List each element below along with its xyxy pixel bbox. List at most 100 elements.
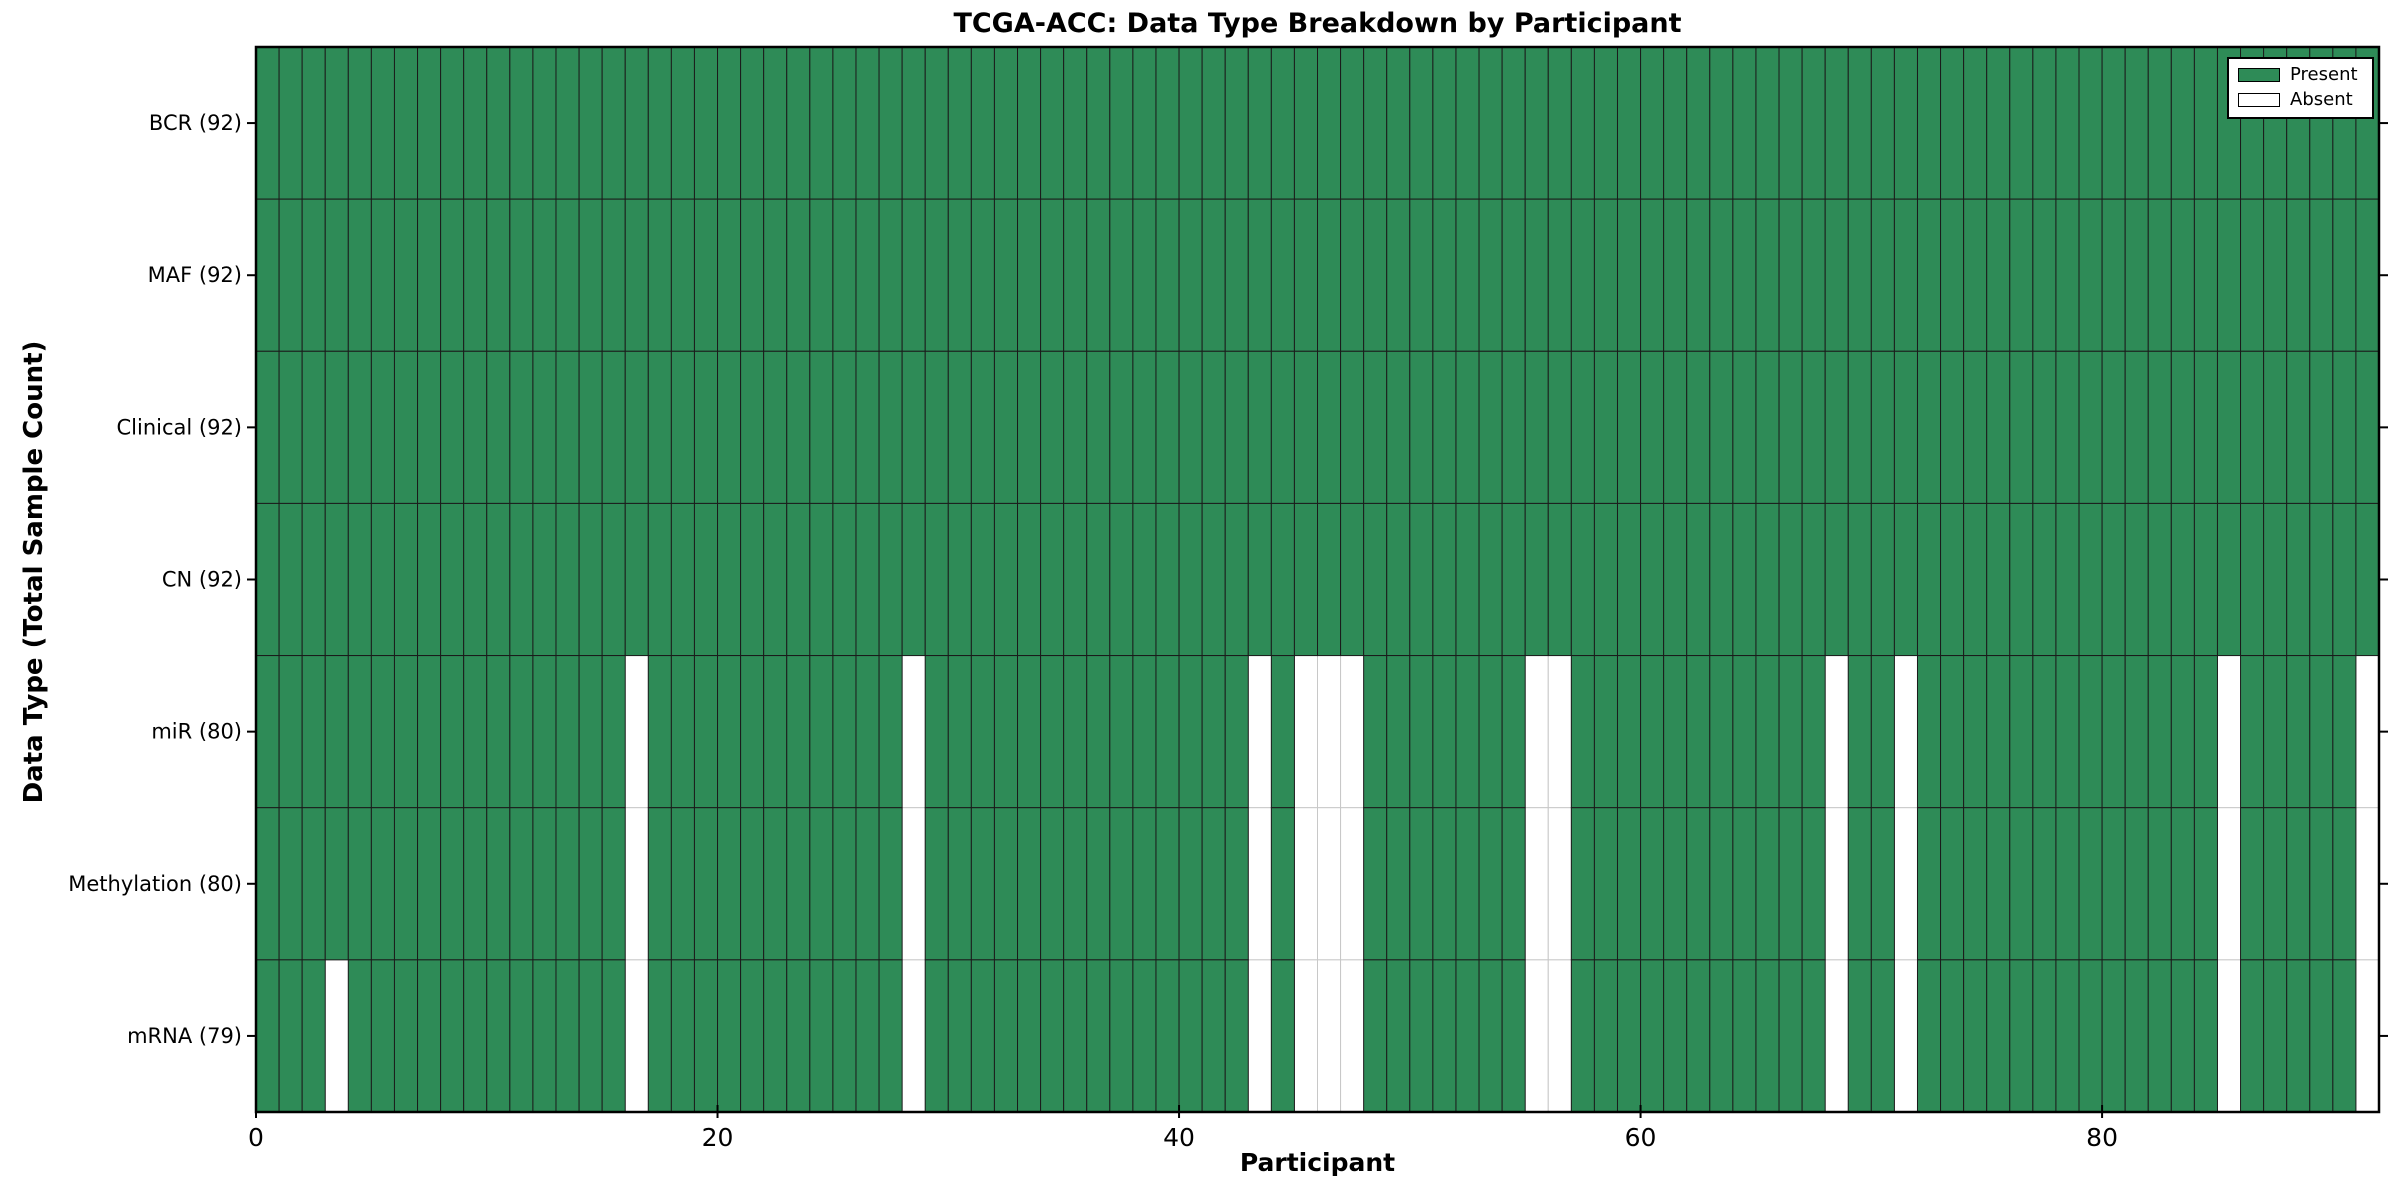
cell-present [347, 46, 372, 200]
cell-present [1963, 198, 1988, 352]
cell-present [947, 502, 972, 657]
cell-present [670, 198, 695, 352]
cell-present [1663, 46, 1688, 200]
cell-present [2193, 198, 2218, 352]
cell-present [878, 350, 903, 504]
cell-present [463, 655, 488, 809]
cell-present [1709, 350, 1734, 504]
cell-present [717, 959, 742, 1113]
cell-present [1063, 502, 1088, 657]
cell-present [1363, 350, 1388, 504]
cell-present [1986, 959, 2011, 1113]
cell-present [1663, 807, 1688, 961]
cell-absent [324, 959, 349, 1113]
legend: Present Absent [2227, 57, 2374, 119]
cell-present [1109, 655, 1134, 809]
cell-present [2216, 502, 2242, 657]
cell-present [509, 502, 534, 657]
cell-present [809, 807, 834, 961]
cell-present [1478, 807, 1503, 961]
cell-present [2170, 655, 2195, 809]
cell-present [670, 655, 695, 809]
cell-present [1017, 655, 1042, 809]
cell-present [1778, 350, 1803, 504]
y-tick-label: MAF (92) [148, 263, 242, 287]
cell-present [555, 655, 580, 809]
cell-present [463, 46, 488, 200]
cell-present [878, 198, 903, 352]
cell-present [2009, 198, 2034, 352]
cell-present [2078, 959, 2103, 1113]
cell-present [717, 350, 742, 504]
cell-present [763, 807, 788, 961]
cell-present [1063, 350, 1088, 504]
cell-present [1640, 959, 1665, 1113]
cell-absent [901, 807, 926, 961]
cell-present [1386, 198, 1411, 352]
cell-present [393, 46, 419, 200]
cell-present [2032, 807, 2057, 961]
cell-present [1270, 502, 1295, 657]
cell-present [1432, 502, 1457, 657]
cell-present [1940, 655, 1965, 809]
cell-present [1386, 807, 1411, 961]
cell-present [1132, 198, 1157, 352]
cell-present [2147, 198, 2172, 352]
cell-present [1870, 46, 1895, 200]
cell-present [1363, 807, 1388, 961]
cell-present [1040, 46, 1065, 200]
cell-present [740, 655, 765, 809]
cell-present [1893, 502, 1918, 657]
cell-present [2170, 350, 2195, 504]
cell-present [2124, 502, 2149, 657]
cell-present [1247, 350, 1272, 504]
cell-present [1755, 807, 1780, 961]
cell-present [1616, 198, 1642, 352]
cell-present [855, 959, 880, 1113]
cell-present [370, 959, 395, 1113]
cell-present [1478, 350, 1503, 504]
cell-present [601, 959, 626, 1113]
cell-present [993, 350, 1019, 504]
y-tick-label: mRNA (79) [127, 1024, 242, 1048]
cell-present [255, 350, 280, 504]
cell-present [1247, 198, 1272, 352]
cell-present [878, 502, 903, 657]
cell-present [1224, 350, 1249, 504]
cell-present [763, 198, 788, 352]
cell-present [440, 350, 465, 504]
cell-present [1940, 502, 1965, 657]
cell-present [278, 807, 303, 961]
cell-present [417, 502, 442, 657]
cell-present [1709, 198, 1734, 352]
cell-present [1916, 807, 1942, 961]
cell-present [1870, 350, 1895, 504]
cell-present [2170, 502, 2195, 657]
cell-present [1063, 959, 1088, 1113]
cell-present [532, 198, 557, 352]
cell-present [2101, 198, 2126, 352]
cell-present [2147, 350, 2172, 504]
cell-present [647, 350, 672, 504]
cell-present [301, 198, 326, 352]
cell-present [601, 46, 626, 200]
cell-present [717, 655, 742, 809]
cell-present [2124, 350, 2149, 504]
cell-present [1847, 502, 1872, 657]
cell-present [693, 350, 719, 504]
cell-present [1709, 807, 1734, 961]
cell-present [624, 502, 649, 657]
cell-present [809, 198, 834, 352]
cell-present [993, 807, 1019, 961]
cell-present [2101, 959, 2126, 1113]
cell-present [347, 502, 372, 657]
cell-present [855, 198, 880, 352]
cell-present [486, 807, 511, 961]
cell-present [1063, 198, 1088, 352]
cell-absent [1293, 959, 1319, 1113]
cell-present [2101, 807, 2126, 961]
cell-present [1040, 807, 1065, 961]
cell-absent [624, 655, 649, 809]
cell-present [1247, 502, 1272, 657]
